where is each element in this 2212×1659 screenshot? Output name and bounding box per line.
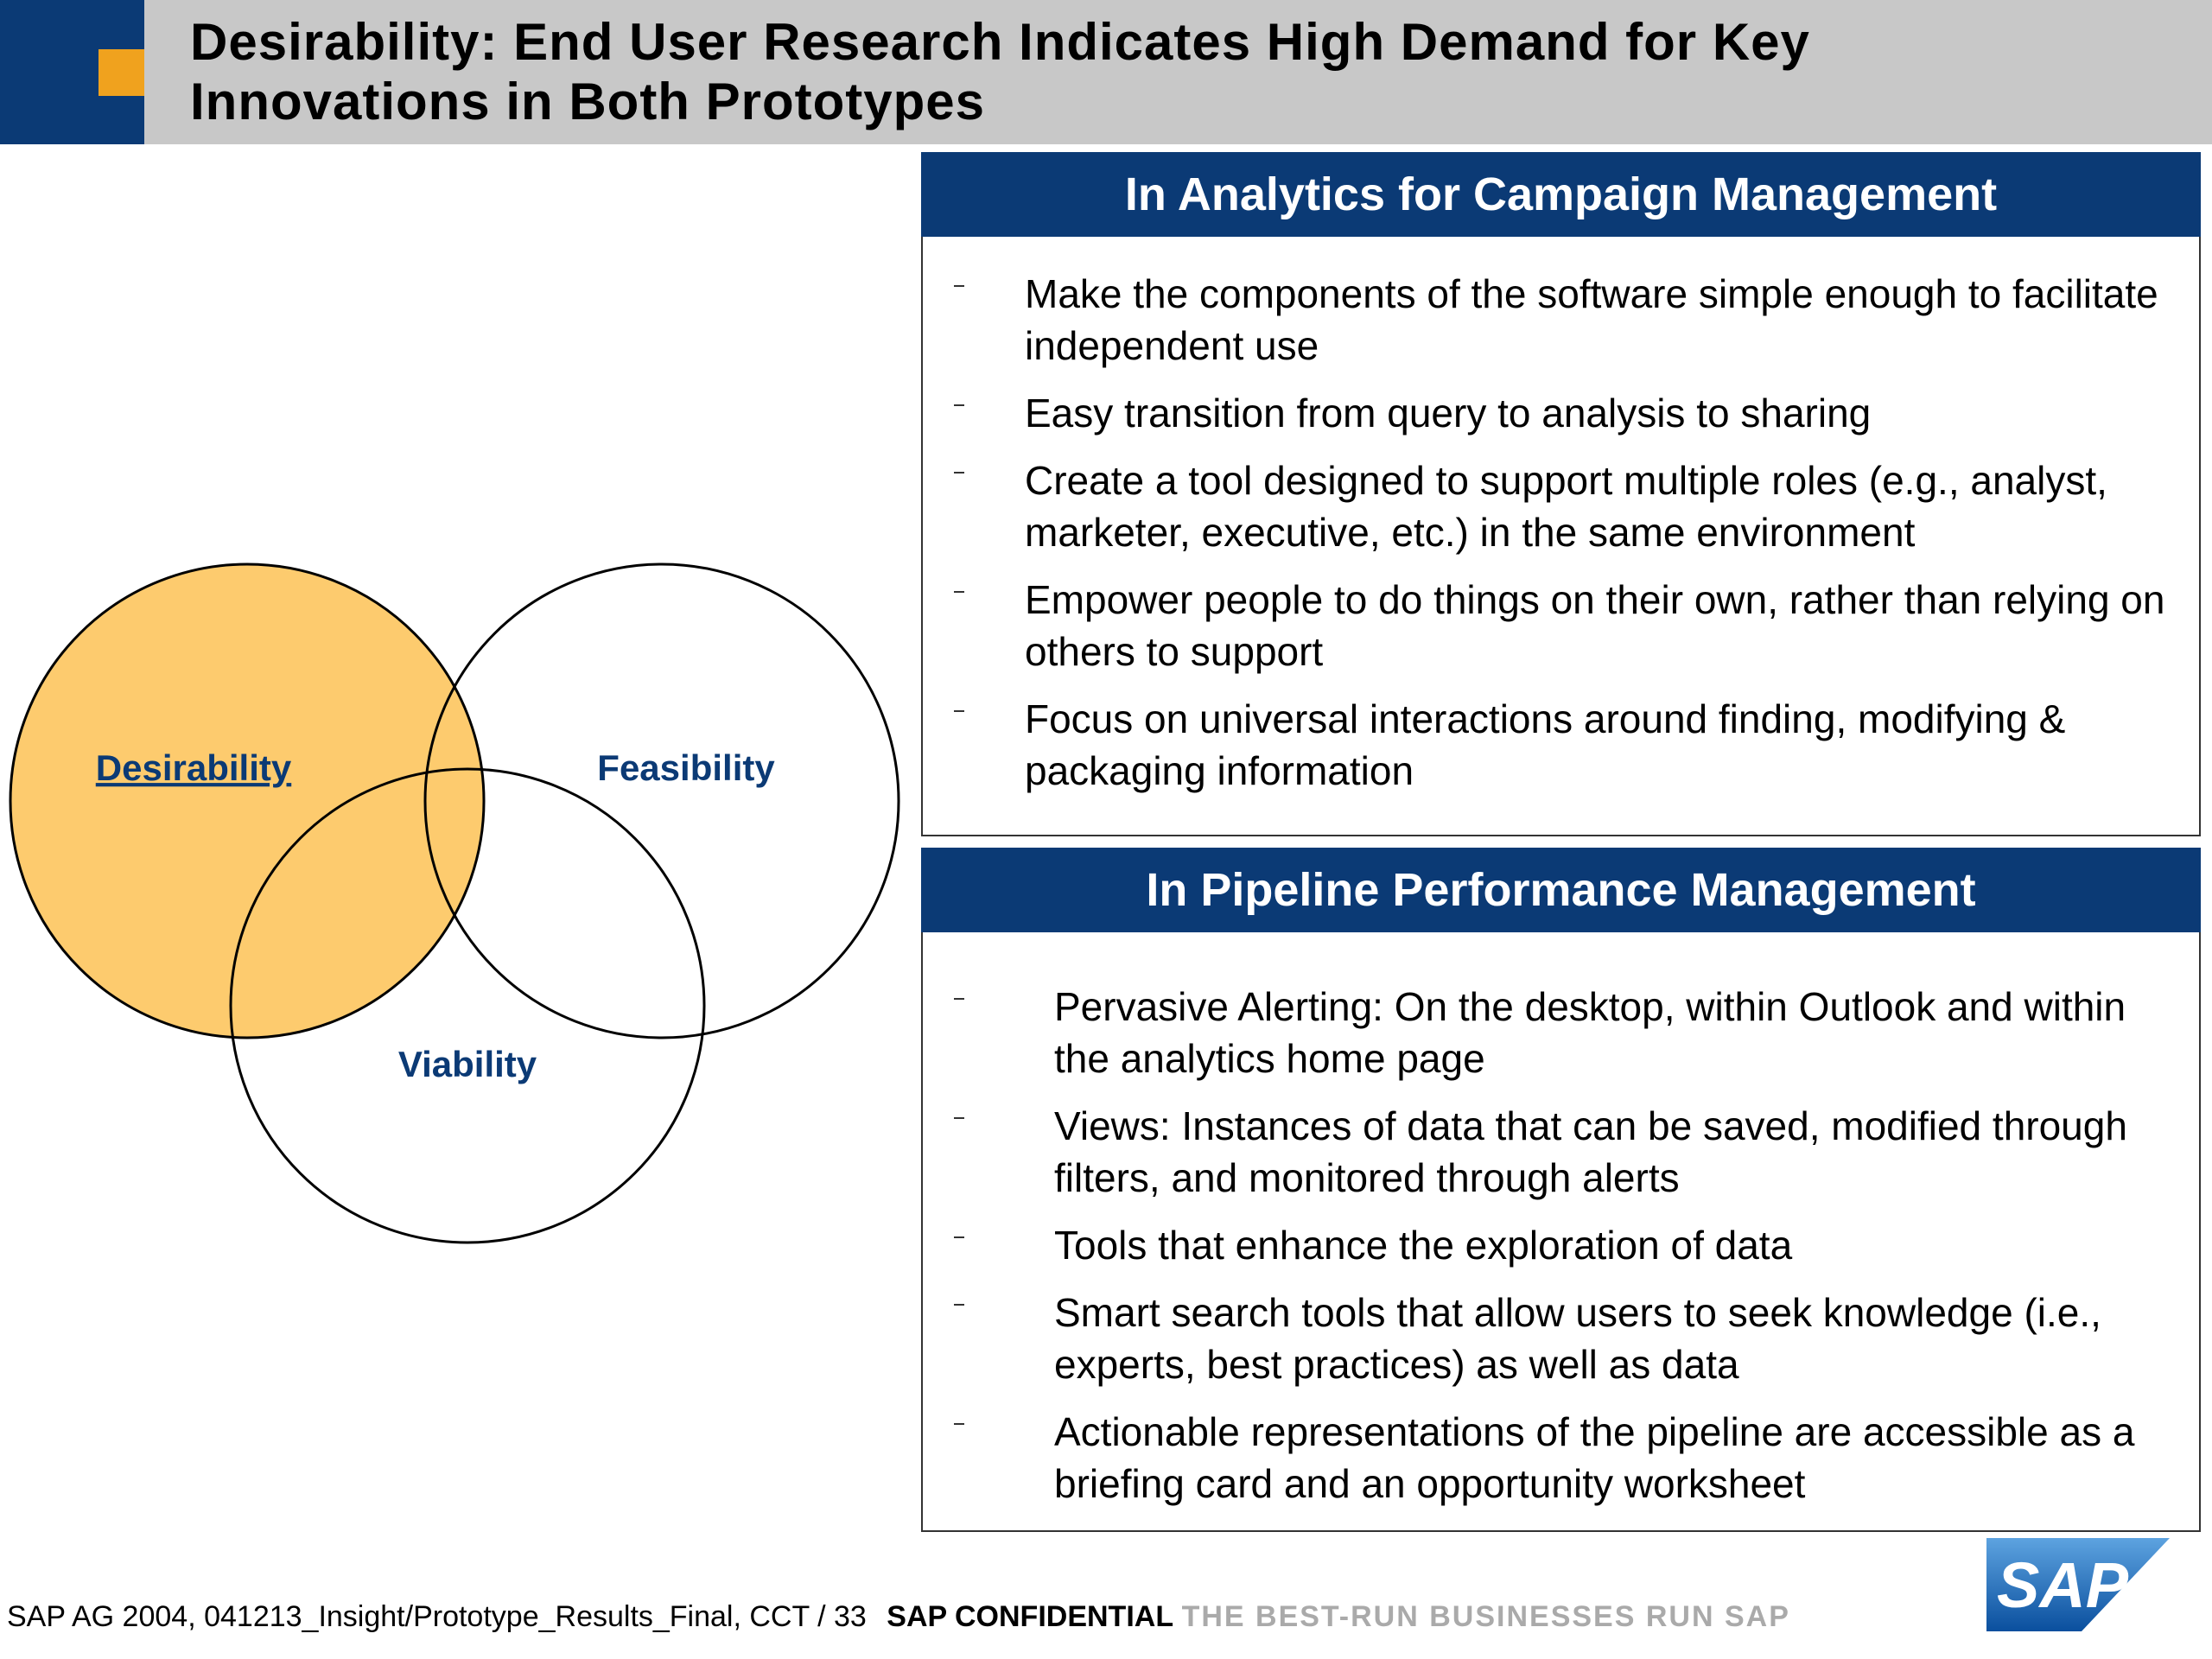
sap-logo: SAP: [1986, 1538, 2170, 1631]
venn-circle: [229, 767, 706, 1244]
bullet-dash: [954, 998, 964, 1000]
venn-label: Feasibility: [597, 747, 775, 788]
bullet-item: Tools that enhance the exploration of da…: [954, 1219, 2177, 1271]
venn-label[interactable]: Desirability: [96, 747, 292, 788]
logo-text: SAP: [1997, 1549, 2129, 1621]
bullet-text: Empower people to do things on their own…: [1025, 577, 2165, 674]
bullet-text: Smart search tools that allow users to s…: [1054, 1290, 2101, 1387]
bullet-dash: [954, 1304, 964, 1306]
bullet-text: Views: Instances of data that can be sav…: [1054, 1103, 2127, 1200]
bullet-dash: [954, 591, 964, 593]
bullet-dash: [954, 1236, 964, 1238]
bullet-text: Make the components of the software simp…: [1025, 271, 2158, 368]
panel-header: In Analytics for Campaign Management: [921, 152, 2201, 237]
panel-body: Pervasive Alerting: On the desktop, with…: [921, 932, 2201, 1532]
venn-diagram: Desirability Feasibility Viability: [9, 563, 900, 1244]
bullet-text: Easy transition from query to analysis t…: [1025, 391, 1872, 435]
title-line: Desirability: End User Research Indicate…: [190, 13, 1810, 71]
bullet-item: Empower people to do things on their own…: [954, 574, 2174, 677]
panel-header: In Pipeline Performance Management: [921, 848, 2201, 932]
bullet-item: Smart search tools that allow users to s…: [954, 1287, 2177, 1390]
bullet-text: Create a tool designed to support multip…: [1025, 458, 2107, 555]
bullet-dash: [954, 1423, 964, 1425]
bullet-item: Make the components of the software simp…: [954, 268, 2174, 372]
venn-circle: [9, 563, 486, 1039]
footer: SAP AG 2004, 041213_Insight/Prototype_Re…: [7, 1600, 1790, 1634]
title-line: Innovations in Both Prototypes: [190, 73, 986, 130]
bullet-dash: [954, 472, 964, 474]
footer-tagline: THE BEST-RUN BUSINESSES RUN SAP: [1181, 1600, 1790, 1633]
bullet-list: Pervasive Alerting: On the desktop, with…: [954, 981, 2177, 1525]
footer-confidential: SAP CONFIDENTIAL: [887, 1600, 1174, 1633]
venn-label: Viability: [398, 1044, 537, 1084]
bullet-item: Actionable representations of the pipeli…: [954, 1406, 2177, 1510]
bullet-dash: [954, 404, 964, 406]
bullet-text: Tools that enhance the exploration of da…: [1054, 1223, 1793, 1268]
bullet-item: Create a tool designed to support multip…: [954, 454, 2174, 558]
bullet-text: Pervasive Alerting: On the desktop, with…: [1054, 984, 2126, 1081]
bullet-item: Focus on universal interactions around f…: [954, 693, 2174, 797]
bullet-dash: [954, 710, 964, 712]
venn-circle: [423, 563, 900, 1039]
bullet-dash: [954, 285, 964, 287]
bullet-item: Pervasive Alerting: On the desktop, with…: [954, 981, 2177, 1084]
panel-body: Make the components of the software simp…: [921, 237, 2201, 836]
bullet-item: Views: Instances of data that can be sav…: [954, 1100, 2177, 1204]
bullet-item: Easy transition from query to analysis t…: [954, 387, 2174, 439]
footer-source: SAP AG 2004, 041213_Insight/Prototype_Re…: [7, 1600, 867, 1633]
header-bar: [144, 0, 2212, 144]
bullet-text: Focus on universal interactions around f…: [1025, 696, 2066, 793]
bullet-dash: [954, 1117, 964, 1119]
logo-shape: [1986, 1538, 2170, 1631]
header-accent: [99, 49, 144, 96]
bullet-text: Actionable representations of the pipeli…: [1054, 1409, 2135, 1506]
bullet-list: Make the components of the software simp…: [954, 268, 2174, 812]
